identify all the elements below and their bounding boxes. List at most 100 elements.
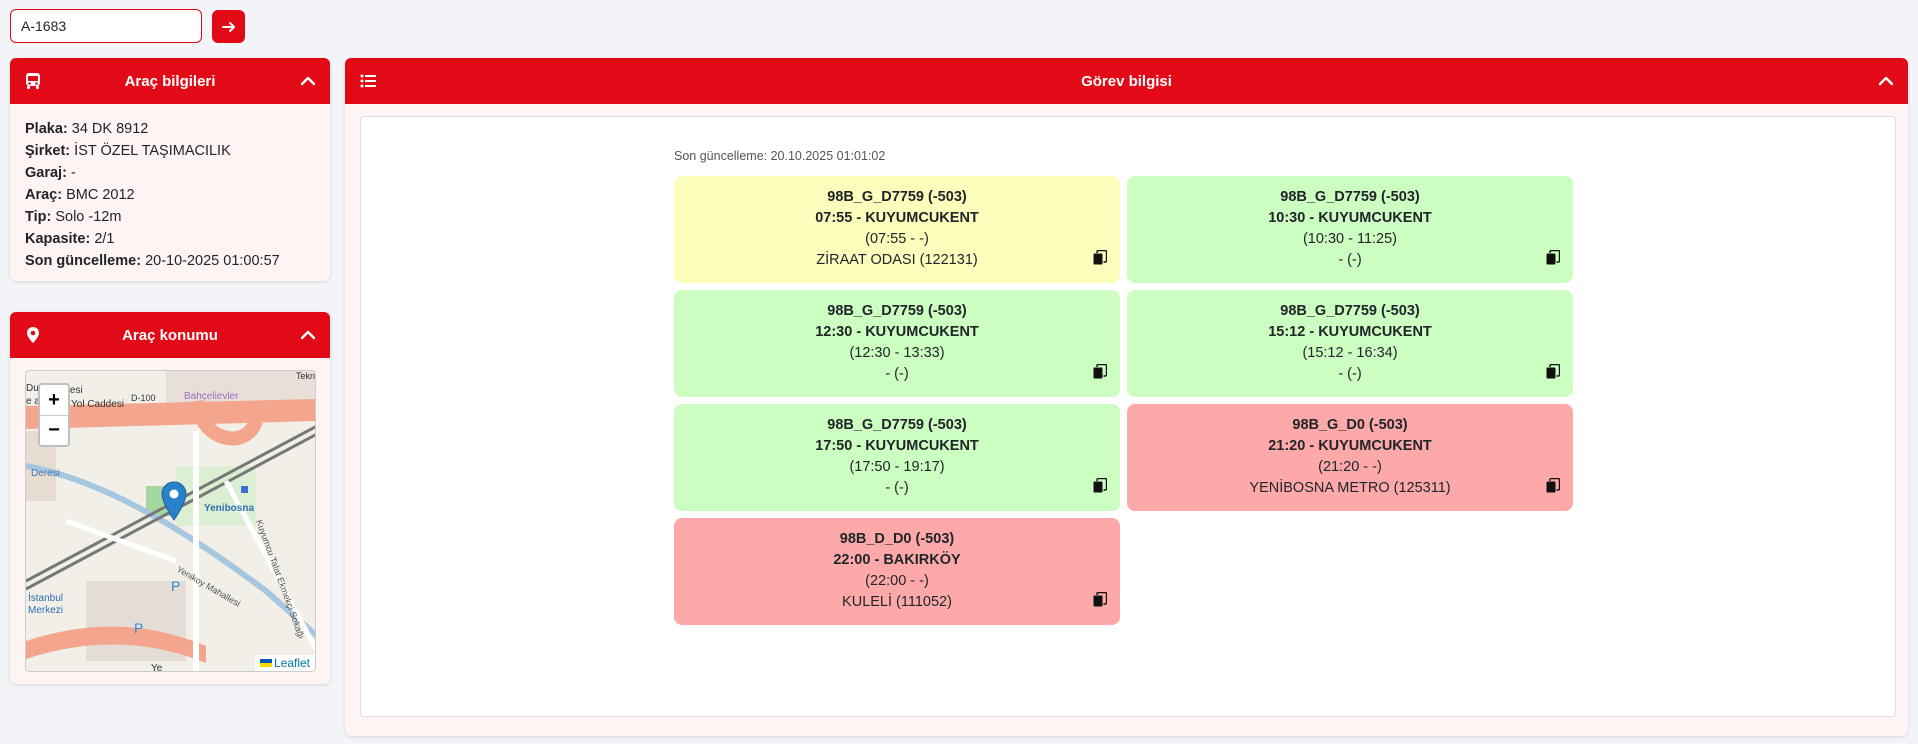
leaflet-link[interactable]: Leaflet (273, 656, 310, 670)
copy-icon[interactable] (1093, 592, 1107, 608)
trip-stop: KULELİ (111052) (842, 594, 952, 610)
vehicle-search-input[interactable] (10, 9, 202, 43)
trip-time: 21:20 - KUYUMCUKENT (1268, 438, 1432, 454)
search-submit-button[interactable] (212, 10, 245, 43)
info-value: 2/1 (94, 231, 115, 247)
trip-stop: - (-) (1338, 366, 1362, 382)
trip-range: (21:20 - -) (1318, 459, 1382, 475)
task-info-header[interactable]: Görev bilgisi (345, 58, 1908, 104)
task-info-card: Görev bilgisi Son güncelleme: 20.10.2025… (345, 58, 1908, 736)
trip-card[interactable]: 98B_G_D7759 (-503) 17:50 - KUYUMCUKENT (… (674, 404, 1120, 511)
info-row-plate: Plaka: 34 DK 8912 (25, 118, 315, 140)
map-label: Merkezi (28, 605, 63, 616)
info-label: Tip: (25, 209, 52, 225)
copy-icon[interactable] (1093, 364, 1107, 380)
list-icon (360, 74, 376, 88)
copy-icon[interactable] (1546, 478, 1560, 494)
vehicle-info-card: Araç bilgileri Plaka: 34 DK 8912 Şirket:… (10, 58, 330, 281)
info-value: İST ÖZEL TAŞIMACILIK (74, 143, 231, 159)
info-label: Kapasite: (25, 231, 91, 247)
vehicle-info-body: Plaka: 34 DK 8912 Şirket: İST ÖZEL TAŞIM… (10, 104, 330, 281)
search-bar (10, 9, 245, 43)
chevron-up-icon[interactable] (300, 327, 316, 343)
vehicle-location-card: Araç konumu (10, 312, 330, 684)
map-label: Ye (151, 663, 163, 672)
info-row-company: Şirket: İST ÖZEL TAŞIMACILIK (25, 140, 315, 162)
map-label: P (134, 620, 143, 636)
map-label: Dur (26, 383, 43, 394)
vehicle-info-header[interactable]: Araç bilgileri (10, 58, 330, 104)
info-value: - (70, 165, 76, 181)
copy-icon[interactable] (1093, 478, 1107, 494)
last-update-text: Son güncelleme: 20.10.2025 01:01:02 (674, 149, 886, 163)
info-row-vehicle: Araç: BMC 2012 (25, 184, 315, 206)
trip-range: (15:12 - 16:34) (1302, 345, 1398, 361)
info-value: 20-10-2025 01:00:57 (145, 253, 280, 269)
trip-stop: - (-) (885, 366, 909, 382)
ukraine-flag-icon (259, 659, 272, 667)
trip-line: 98B_G_D7759 (-503) (827, 417, 967, 433)
map-tiles: Dur Çaddesi e a Yol Caddesi D-100 Bahçel… (26, 371, 315, 672)
zoom-out-button[interactable]: − (40, 415, 68, 445)
trip-line: 98B_G_D7759 (-503) (1280, 189, 1420, 205)
trip-grid: 98B_G_D7759 (-503) 07:55 - KUYUMCUKENT (… (674, 176, 1573, 625)
trip-stop: ZİRAAT ODASI (122131) (816, 252, 978, 268)
task-info-title: Görev bilgisi (1081, 72, 1172, 90)
trip-stop: YENİBOSNA METRO (125311) (1249, 480, 1451, 496)
map-zoom-control: + − (38, 383, 70, 447)
info-label: Son güncelleme: (25, 253, 142, 269)
copy-icon[interactable] (1546, 364, 1560, 380)
map-label: Deresi (31, 468, 60, 479)
trip-line: 98B_G_D7759 (-503) (827, 303, 967, 319)
map-label: Yol Caddesi (71, 399, 124, 410)
trip-card[interactable]: 98B_D_D0 (-503) 22:00 - BAKIRKÖY (22:00 … (674, 518, 1120, 625)
info-label: Plaka: (25, 121, 68, 137)
vehicle-info-title: Araç bilgileri (124, 72, 216, 90)
trip-time: 07:55 - KUYUMCUKENT (815, 210, 979, 226)
location-marker-icon[interactable] (161, 481, 187, 521)
map-label: Yenibosna (204, 503, 254, 514)
map-pin-icon (27, 327, 39, 343)
trip-card[interactable]: 98B_G_D7759 (-503) 12:30 - KUYUMCUKENT (… (674, 290, 1120, 397)
trip-card[interactable]: 98B_G_D7759 (-503) 10:30 - KUYUMCUKENT (… (1127, 176, 1573, 283)
chevron-up-icon[interactable] (1878, 73, 1894, 89)
trip-range: (07:55 - -) (865, 231, 929, 247)
trip-stop: - (-) (885, 480, 909, 496)
info-row-type: Tip: Solo -12m (25, 206, 315, 228)
trip-card[interactable]: 98B_G_D0 (-503) 21:20 - KUYUMCUKENT (21:… (1127, 404, 1573, 511)
info-label: Şirket: (25, 143, 71, 159)
info-row-garage: Garaj: - (25, 162, 315, 184)
map-label: Bahçelievler (184, 391, 239, 402)
trip-range: (17:50 - 19:17) (849, 459, 945, 475)
copy-icon[interactable] (1093, 250, 1107, 266)
map-attribution[interactable]: Leaflet (254, 655, 315, 671)
trip-time: 22:00 - BAKIRKÖY (833, 552, 961, 568)
vehicle-location-header[interactable]: Araç konumu (10, 312, 330, 358)
trip-time: 12:30 - KUYUMCUKENT (815, 324, 979, 340)
info-label: Garaj: (25, 165, 67, 181)
map-label: e a (26, 396, 40, 407)
trip-card[interactable]: 98B_G_D7759 (-503) 15:12 - KUYUMCUKENT (… (1127, 290, 1573, 397)
info-value: 34 DK 8912 (71, 121, 149, 137)
task-panel: Son güncelleme: 20.10.2025 01:01:02 98B_… (360, 116, 1896, 717)
trip-range: (22:00 - -) (865, 573, 929, 589)
trip-line: 98B_G_D7759 (-503) (1280, 303, 1420, 319)
trip-line: 98B_D_D0 (-503) (839, 531, 955, 547)
chevron-up-icon[interactable] (300, 73, 316, 89)
trip-card[interactable]: 98B_G_D7759 (-503) 07:55 - KUYUMCUKENT (… (674, 176, 1120, 283)
trip-range: (12:30 - 13:33) (849, 345, 945, 361)
vehicle-location-title: Araç konumu (122, 326, 218, 344)
zoom-in-button[interactable]: + (48, 388, 60, 411)
map-label: İstanbul (28, 591, 63, 604)
trip-line: 98B_G_D7759 (-503) (827, 189, 967, 205)
info-row-last-update: Son güncelleme: 20-10-2025 01:00:57 (25, 250, 315, 272)
map-label: D-100 (131, 393, 156, 403)
trip-range: (10:30 - 11:25) (1302, 231, 1398, 247)
arrow-right-icon (221, 21, 235, 32)
trip-stop: - (-) (1338, 252, 1362, 268)
info-value: Solo -12m (55, 209, 122, 225)
copy-icon[interactable] (1546, 250, 1560, 266)
location-map[interactable]: Dur Çaddesi e a Yol Caddesi D-100 Bahçel… (25, 370, 316, 672)
trip-line: 98B_G_D0 (-503) (1292, 417, 1408, 433)
info-value: BMC 2012 (66, 187, 135, 203)
